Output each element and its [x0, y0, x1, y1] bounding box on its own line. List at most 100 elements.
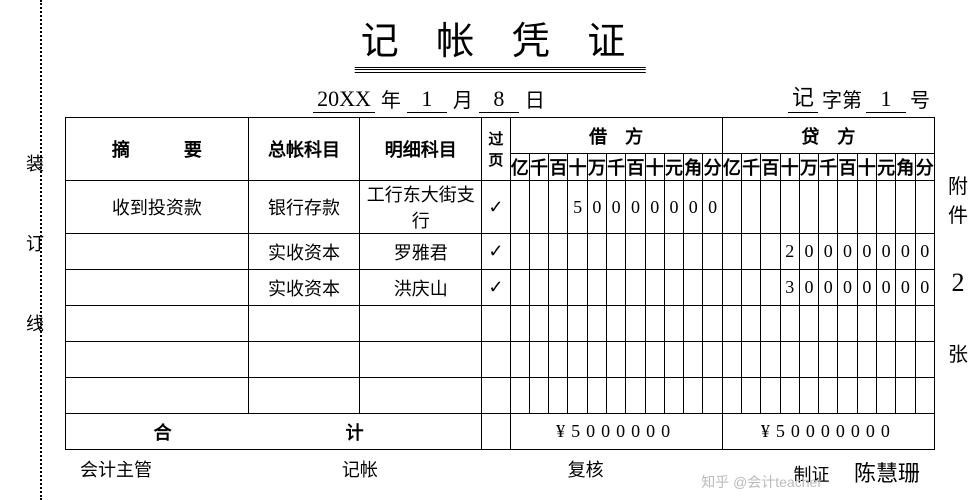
debit-digit — [607, 270, 626, 306]
month-value: 1 — [407, 86, 447, 113]
debit-digit — [626, 378, 645, 414]
credit-digit — [799, 306, 818, 342]
debit-digit — [549, 306, 568, 342]
digit-header: 万 — [587, 154, 606, 181]
credit-digit: 0 — [896, 234, 915, 270]
date-row: 20XX 年 1 月 8 日 记 字第 1 号 — [70, 80, 930, 113]
credit-digit — [819, 378, 838, 414]
credit-digit — [741, 181, 760, 234]
ledger-table: 摘 要 总帐科目 明细科目 过页 借 方 贷 方 亿千百十万千百十元角分亿千百十… — [65, 117, 935, 450]
debit-digit — [626, 270, 645, 306]
credit-digit — [780, 342, 799, 378]
credit-digit — [799, 342, 818, 378]
credit-digit: 0 — [876, 234, 895, 270]
credit-digit — [741, 270, 760, 306]
debit-digit — [645, 270, 664, 306]
total-credit: ¥50000000 — [722, 414, 934, 450]
debit-digit — [703, 234, 722, 270]
credit-digit — [876, 181, 895, 234]
cell-detail: 罗雅君 — [360, 234, 482, 270]
digit-header: 千 — [607, 154, 626, 181]
digit-header: 千 — [819, 154, 838, 181]
digit-header: 百 — [838, 154, 857, 181]
digit-header: 分 — [703, 154, 722, 181]
credit-digit — [896, 306, 915, 342]
debit-digit — [645, 378, 664, 414]
cell-detail — [360, 378, 482, 414]
debit-digit — [587, 306, 606, 342]
cell-post — [482, 342, 510, 378]
day-label: 日 — [525, 84, 545, 113]
debit-digit — [549, 342, 568, 378]
debit-digit — [645, 342, 664, 378]
debit-digit — [607, 378, 626, 414]
credit-digit — [722, 181, 741, 234]
attachment-label-top: 附件 — [946, 170, 970, 228]
debit-digit — [510, 306, 529, 342]
debit-digit: 5 — [568, 181, 587, 234]
cell-post — [482, 378, 510, 414]
attachment-label-bot: 张 — [946, 338, 970, 367]
voucher-title: 记 帐 凭 证 — [355, 10, 646, 70]
digit-header: 角 — [896, 154, 915, 181]
credit-digit — [876, 378, 895, 414]
debit-digit — [510, 234, 529, 270]
credit-digit: 2 — [780, 234, 799, 270]
credit-digit — [819, 342, 838, 378]
total-debit: ¥5000000 — [510, 414, 722, 450]
footer-supervisor: 会计主管 — [80, 456, 152, 488]
debit-digit — [587, 270, 606, 306]
credit-digit — [741, 378, 760, 414]
cell-detail: 洪庆山 — [360, 270, 482, 306]
debit-digit — [607, 342, 626, 378]
credit-digit — [741, 234, 760, 270]
voucher-type: 记 — [788, 80, 818, 113]
credit-digit — [857, 342, 876, 378]
total-post — [482, 414, 510, 450]
digit-header: 千 — [741, 154, 760, 181]
table-row: 收到投资款银行存款工行东大街支行✓50000000 — [66, 181, 935, 234]
table-row: 实收资本罗雅君✓20000000 — [66, 234, 935, 270]
credit-digit — [915, 378, 934, 414]
debit-digit — [684, 234, 703, 270]
credit-digit — [896, 181, 915, 234]
cell-detail — [360, 342, 482, 378]
date-center: 20XX 年 1 月 8 日 — [313, 84, 545, 113]
debit-digit — [664, 306, 683, 342]
credit-digit — [915, 342, 934, 378]
credit-digit — [722, 378, 741, 414]
debit-digit — [664, 342, 683, 378]
credit-digit — [915, 306, 934, 342]
debit-digit — [703, 342, 722, 378]
credit-digit — [761, 270, 780, 306]
credit-digit — [780, 378, 799, 414]
debit-digit: 0 — [587, 181, 606, 234]
credit-digit — [761, 378, 780, 414]
debit-digit — [529, 306, 548, 342]
credit-digit — [838, 378, 857, 414]
voucher-no-label: 号 — [910, 84, 930, 113]
cell-summary — [66, 306, 249, 342]
credit-digit: 0 — [896, 270, 915, 306]
digit-header: 十 — [645, 154, 664, 181]
digit-header: 万 — [799, 154, 818, 181]
debit-digit — [664, 270, 683, 306]
debit-digit — [568, 234, 587, 270]
credit-digit: 0 — [799, 234, 818, 270]
cell-general — [248, 306, 360, 342]
debit-digit — [607, 306, 626, 342]
digit-header: 角 — [684, 154, 703, 181]
digit-header: 百 — [549, 154, 568, 181]
credit-digit — [761, 306, 780, 342]
digit-header: 十 — [857, 154, 876, 181]
credit-digit — [838, 181, 857, 234]
binding-char-3: 线 — [20, 310, 50, 336]
credit-digit — [722, 270, 741, 306]
debit-digit — [549, 270, 568, 306]
header-summary: 摘 要 — [66, 118, 249, 181]
header-post: 过页 — [482, 118, 510, 181]
debit-digit — [645, 306, 664, 342]
debit-digit: 0 — [664, 181, 683, 234]
watermark: 知乎 @会计teacher — [701, 472, 822, 492]
table-row: 实收资本洪庆山✓30000000 — [66, 270, 935, 306]
